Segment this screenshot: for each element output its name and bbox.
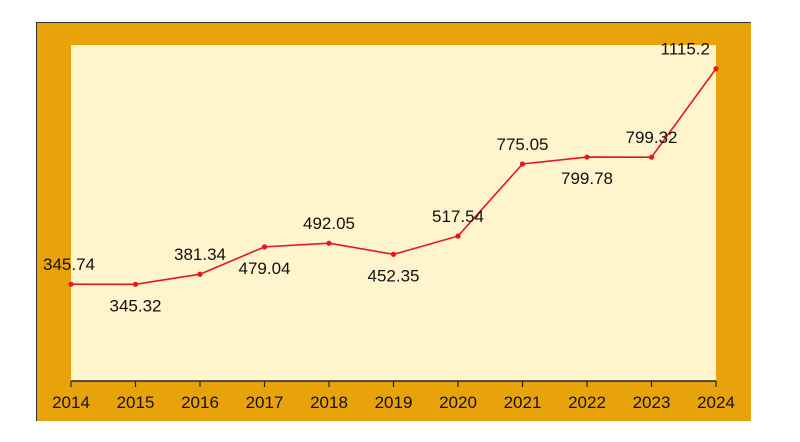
data-label: 517.54 (432, 207, 484, 226)
data-label: 1115.2 (661, 40, 710, 59)
x-tick-label: 2014 (52, 393, 90, 412)
data-label: 381.34 (174, 245, 226, 264)
x-tick-label: 2021 (504, 393, 542, 412)
data-label: 345.32 (110, 296, 162, 315)
x-tick-label: 2018 (310, 393, 348, 412)
data-label: 799.32 (626, 128, 678, 147)
data-label: 492.05 (303, 214, 355, 233)
data-point (519, 161, 526, 167)
data-label: 775.05 (497, 135, 549, 154)
data-label: 479.04 (239, 259, 291, 278)
data-point (326, 240, 332, 246)
x-tick-label: 2015 (117, 393, 155, 412)
data-point (584, 154, 590, 160)
data-label: 452.35 (368, 266, 420, 285)
data-point (132, 281, 139, 287)
data-point (713, 66, 719, 72)
x-tick-label: 2016 (181, 393, 219, 412)
data-point (455, 233, 461, 239)
data-point (261, 244, 268, 250)
plot-area (71, 45, 716, 381)
data-label: 345.74 (43, 255, 95, 274)
x-tick-label: 2023 (633, 393, 671, 412)
data-label: 799.78 (561, 169, 613, 188)
x-tick-label: 2020 (439, 393, 477, 412)
data-point (648, 154, 655, 160)
x-tick-label: 2022 (568, 393, 606, 412)
x-tick-label: 2017 (246, 393, 284, 412)
data-point (197, 271, 203, 277)
x-tick-label: 2019 (375, 393, 413, 412)
x-tick-label: 2024 (697, 393, 735, 412)
data-point (390, 251, 397, 257)
data-point (68, 281, 74, 287)
